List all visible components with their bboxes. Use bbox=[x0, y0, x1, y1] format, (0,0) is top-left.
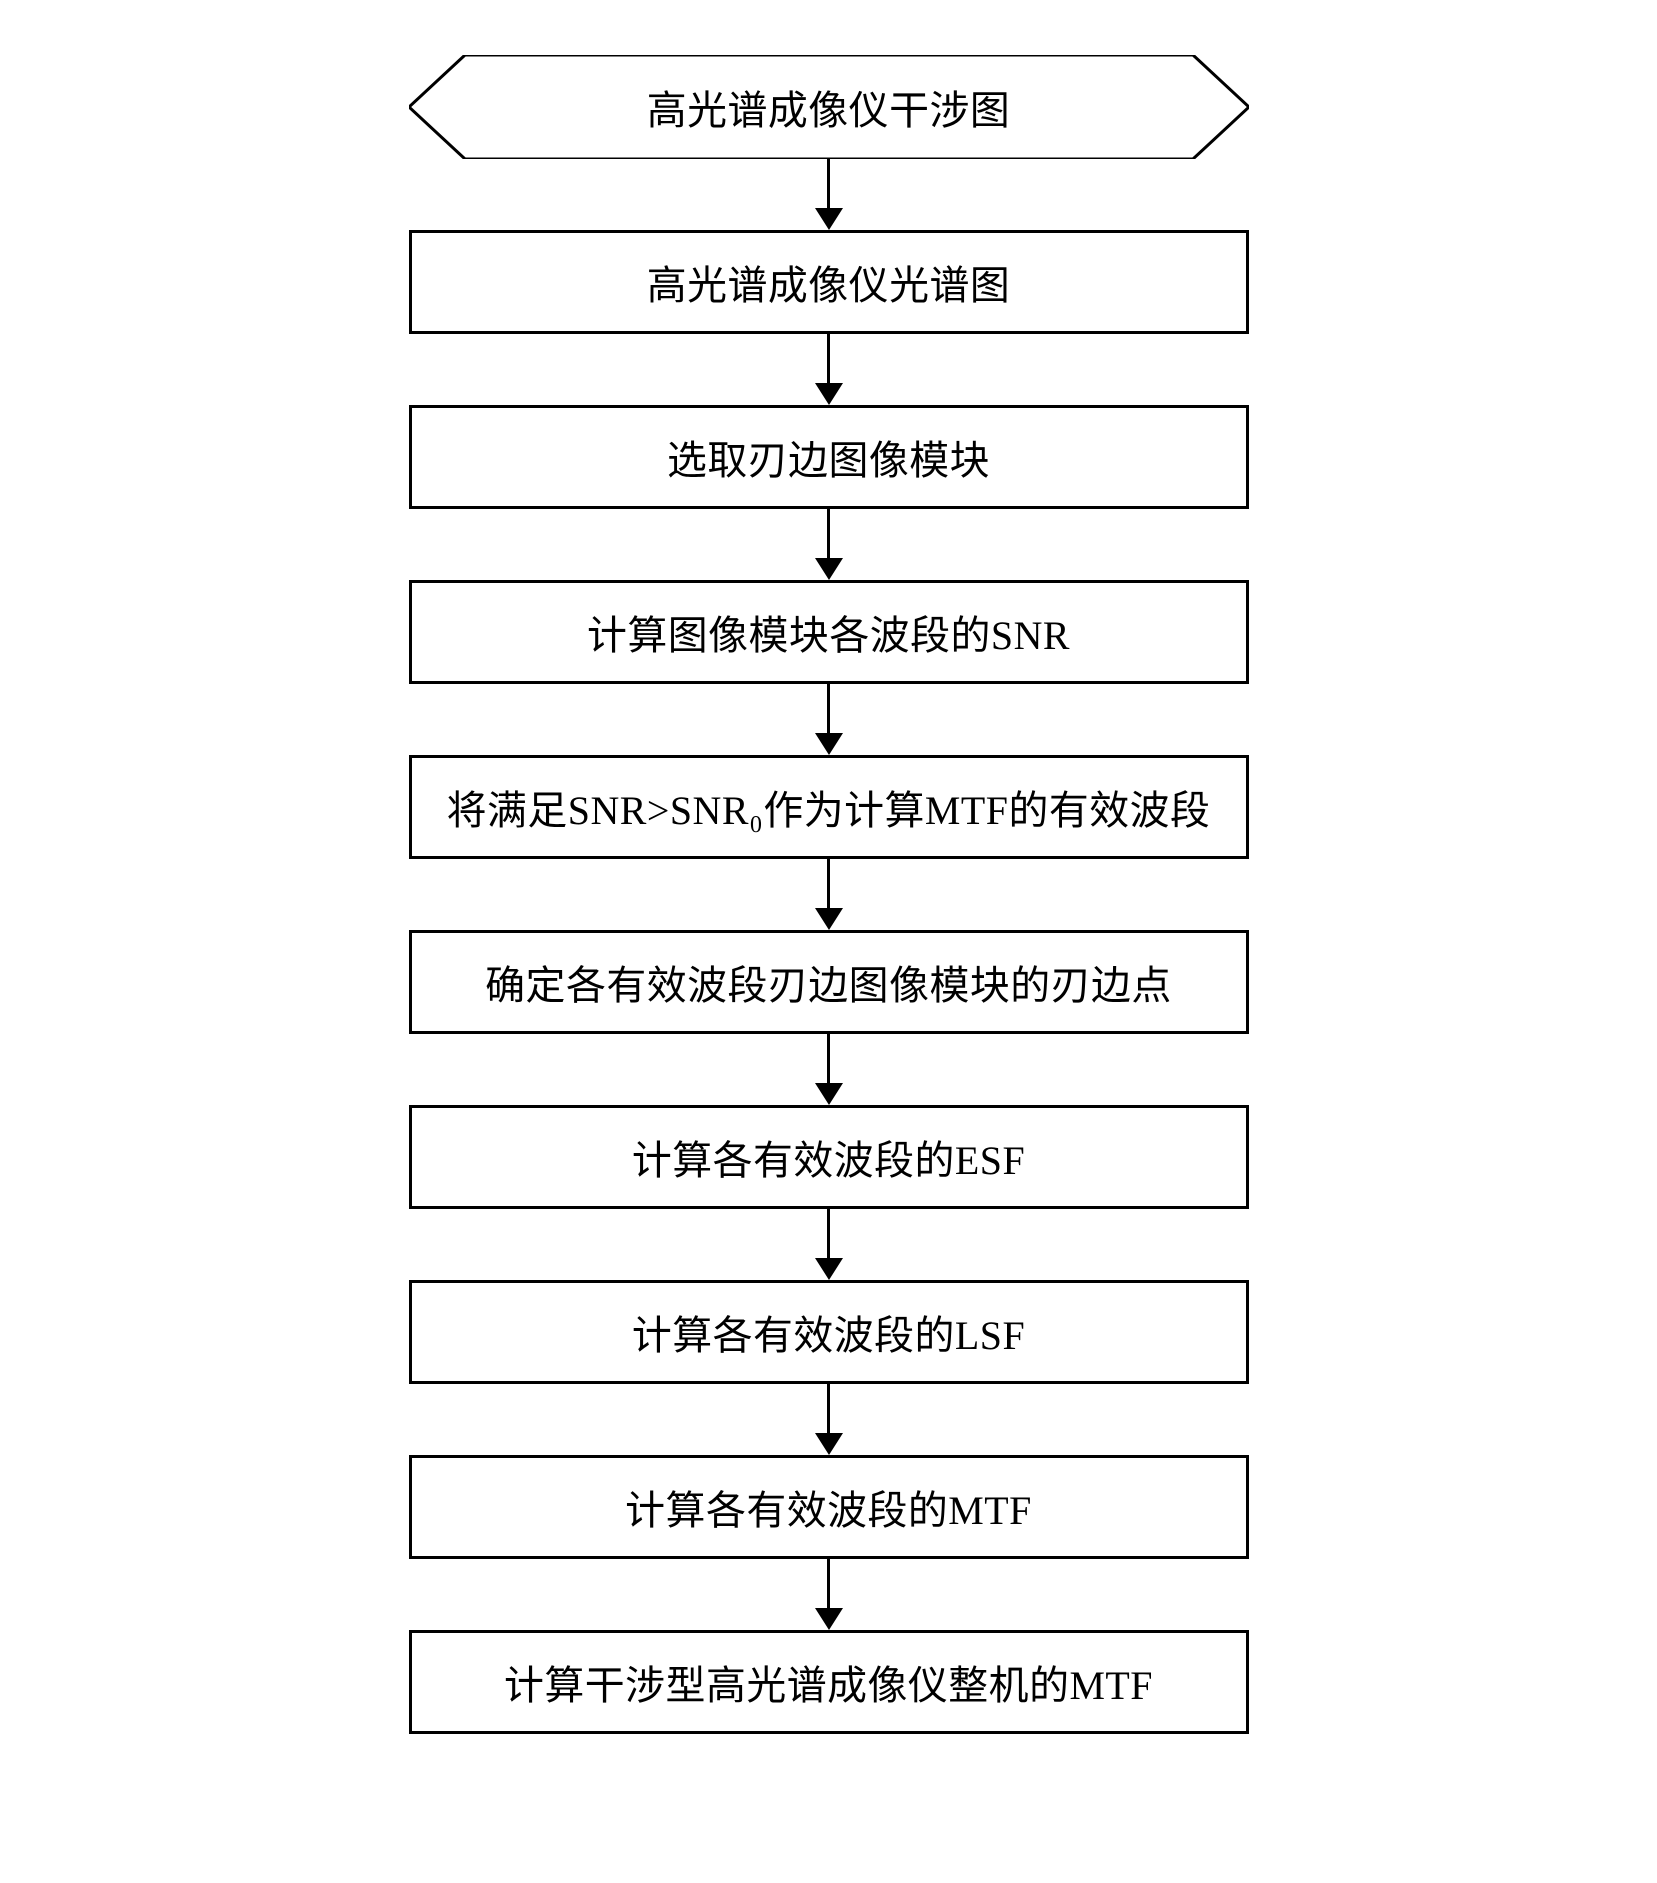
flow-arrow bbox=[815, 859, 843, 930]
flow-node-label: 计算干涉型高光谱成像仪整机的MTF bbox=[504, 1654, 1153, 1711]
flow-node-label: 将满足SNR>SNR₀作为计算MTF的有效波段 bbox=[447, 779, 1211, 836]
flow-node-n0: 高光谱成像仪干涉图 bbox=[409, 55, 1249, 159]
flow-node-label: 选取刃边图像模块 bbox=[667, 429, 990, 486]
flow-node-label: 高光谱成像仪光谱图 bbox=[647, 254, 1011, 311]
flowchart-container: 高光谱成像仪干涉图高光谱成像仪光谱图选取刃边图像模块计算图像模块各波段的SNR 将… bbox=[379, 55, 1279, 1734]
flow-node-label: 高光谱成像仪干涉图 bbox=[647, 79, 1011, 136]
flow-node-n9: 计算干涉型高光谱成像仪整机的MTF bbox=[409, 1630, 1249, 1734]
flow-arrow bbox=[815, 1559, 843, 1630]
flow-arrow bbox=[815, 159, 843, 230]
flow-node-n8: 计算各有效波段的MTF bbox=[409, 1455, 1249, 1559]
flow-node-n3: 计算图像模块各波段的SNR bbox=[409, 580, 1249, 684]
flow-arrow bbox=[815, 1034, 843, 1105]
flow-node-n6: 计算各有效波段的ESF bbox=[409, 1105, 1249, 1209]
flow-node-label: 计算各有效波段的ESF bbox=[632, 1129, 1025, 1186]
flow-node-n5: 确定各有效波段刃边图像模块的刃边点 bbox=[409, 930, 1249, 1034]
flow-arrow bbox=[815, 1384, 843, 1455]
flow-arrow bbox=[815, 334, 843, 405]
flow-arrow bbox=[815, 684, 843, 755]
flow-node-n7: 计算各有效波段的LSF bbox=[409, 1280, 1249, 1384]
flow-arrow bbox=[815, 509, 843, 580]
flow-arrow bbox=[815, 1209, 843, 1280]
flow-node-label: 计算各有效波段的MTF bbox=[625, 1479, 1032, 1536]
flow-node-n1: 高光谱成像仪光谱图 bbox=[409, 230, 1249, 334]
flow-node-label: 计算图像模块各波段的SNR bbox=[587, 604, 1070, 661]
flow-node-label: 计算各有效波段的LSF bbox=[632, 1304, 1025, 1361]
flow-node-n4: 将满足SNR>SNR₀作为计算MTF的有效波段 bbox=[409, 755, 1249, 859]
flow-node-label: 确定各有效波段刃边图像模块的刃边点 bbox=[485, 954, 1172, 1011]
flow-node-n2: 选取刃边图像模块 bbox=[409, 405, 1249, 509]
